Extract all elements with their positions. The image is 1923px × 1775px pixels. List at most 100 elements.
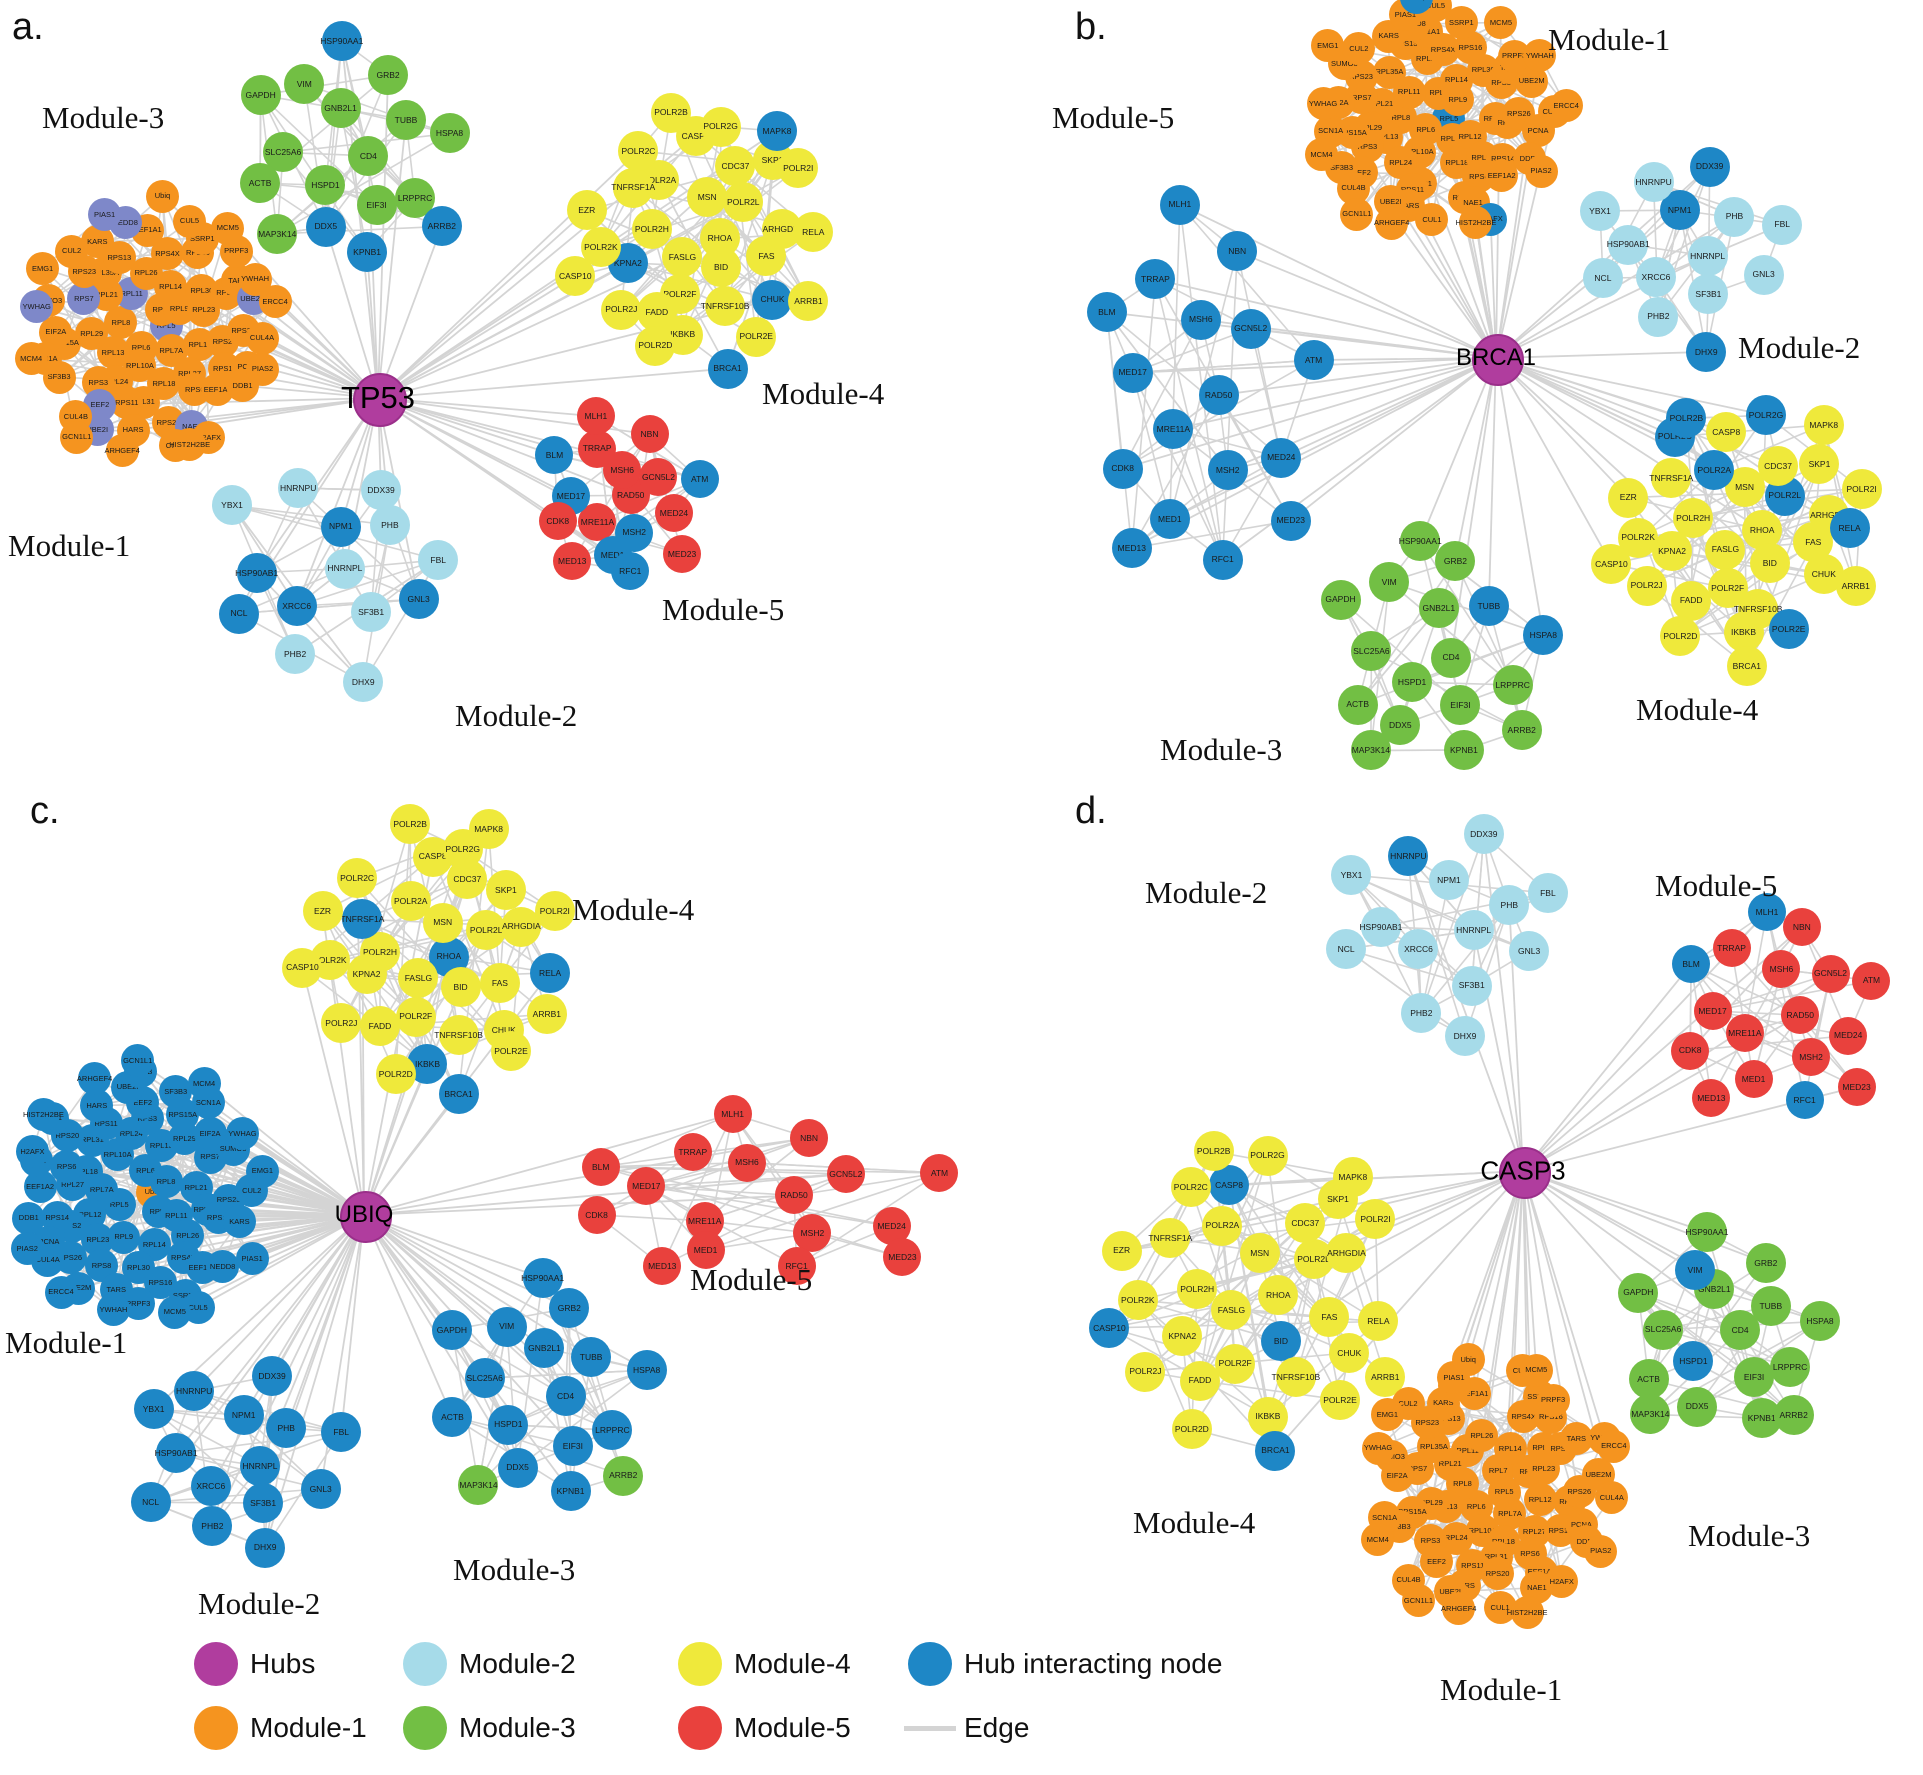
gene-node-label: PCNA [1571, 1519, 1592, 1529]
edge [1522, 963, 1692, 1172]
gene-node: BLM [1086, 292, 1127, 333]
gene-node: GRB2 [1745, 1242, 1786, 1283]
gene-node-label: FAS [758, 250, 775, 261]
gene-node-label: POLR2F [399, 1011, 433, 1022]
gene-node-label: GCN5L2 [1234, 323, 1268, 334]
gene-node-label: PIAS1 [1394, 9, 1417, 19]
gene-node: EEF2 [1420, 1545, 1454, 1579]
gene-node-label: TRRAP [1141, 274, 1170, 285]
gene-node-label: HSPA8 [435, 128, 464, 139]
gene-node-label: POLR2E [494, 1045, 528, 1056]
edge [1467, 1170, 1524, 1360]
gene-node-label: RELA [802, 227, 825, 238]
gene-node-label: TUBB [579, 1351, 603, 1362]
edge [377, 75, 389, 399]
gene-node: HNRNPL [240, 1446, 281, 1487]
gene-node-label: RPS15A [1397, 1507, 1427, 1517]
gene-node-label: HNRNPL [1456, 925, 1492, 936]
gene-node-label: NAE1 [182, 422, 202, 432]
gene-node-label: HSPD1 [311, 180, 340, 190]
gene-node: NBN [790, 1118, 829, 1157]
gene-node-label: RPS23 [1349, 71, 1373, 81]
gene-node-label: RAD50 [1786, 1010, 1814, 1021]
gene-node: SLC25A6 [1351, 630, 1392, 671]
gene-node: POLR2J [321, 1003, 362, 1044]
gene-node: RFC1 [1785, 1080, 1824, 1119]
gene-node: DDX39 [252, 1355, 293, 1396]
gene-node-label: POLR2A [1205, 1220, 1240, 1231]
gene-node-label: RPL7 [152, 305, 172, 314]
gene-node-label: RPL7A [159, 346, 184, 356]
gene-node-label: UBE2I [1379, 196, 1402, 206]
gene-node-label: SF3B1 [250, 1497, 277, 1508]
gene-node: BRCA1 [1726, 645, 1767, 686]
edge [1280, 357, 1497, 459]
gene-node-label: SLC25A6 [1644, 1324, 1682, 1335]
gene-node-label: RPL7A [1498, 1509, 1522, 1519]
gene-node-label: RPS7 [1407, 1463, 1428, 1473]
gene-node-label: ARRB1 [794, 295, 823, 306]
gene-node-label: POLR2D [1663, 630, 1698, 641]
gene-node-label: HNRNPL [242, 1460, 278, 1471]
edge [1495, 357, 1545, 635]
gene-node-label: POLR2B [654, 107, 688, 118]
edge [1730, 948, 1755, 1080]
gene-node-label: YBX1 [142, 1404, 165, 1415]
gene-node: TNFRSF1A [611, 167, 655, 208]
edge [363, 1214, 543, 1279]
gene-node-label: UBE2I [116, 1082, 139, 1092]
gene-node: ATM [1852, 961, 1891, 1000]
gene-node: MED24 [1829, 1016, 1868, 1055]
edge [153, 1408, 264, 1504]
gene-node-label: EIF3I [562, 1440, 584, 1451]
gene-node-label: POLR2B [1669, 413, 1704, 424]
gene-node-label: CASP10 [558, 271, 592, 282]
gene-node-label: FAS [1805, 537, 1822, 548]
edge [1495, 351, 1707, 359]
gene-node-label: PHB2 [201, 1520, 224, 1531]
gene-node-label: YWHAG [228, 1129, 257, 1139]
panel-letter-d: d. [1075, 790, 1107, 832]
edge [1199, 1155, 1269, 1381]
edge [1522, 1170, 1538, 1371]
gene-node: XRCC6 [190, 1466, 231, 1507]
edge [600, 1165, 940, 1174]
gene-node-label: DDB1 [18, 1213, 39, 1223]
gene-node: GRB2 [1435, 541, 1476, 582]
gene-node: CASP8 [1706, 412, 1747, 453]
gene-node-label: RPS23 [1415, 1418, 1440, 1428]
gene-node-label: SUMO3 [1330, 59, 1358, 69]
edge [285, 1214, 365, 1429]
edge [796, 1172, 940, 1267]
gene-node-label: Ubiq [1460, 1354, 1476, 1364]
gene-node-label: DDX5 [1388, 719, 1412, 730]
gene-node: EZR [302, 891, 343, 932]
gene-node: MED23 [1270, 500, 1311, 541]
gene-node-label: SF3B1 [1695, 289, 1722, 300]
gene-node-label: RPL10A [125, 361, 154, 371]
edge [175, 1431, 342, 1455]
gene-node-label: XRCC6 [1404, 944, 1433, 955]
gene-node: ARHGEF4 [1441, 1591, 1476, 1625]
gene-node-label: RPS4X [1511, 1411, 1536, 1421]
edge [1145, 1294, 1279, 1373]
gene-node: MCM4 [14, 342, 48, 376]
gene-node-label: POLR2K [1621, 532, 1655, 543]
gene-node-label: CASP8 [1712, 426, 1741, 437]
gene-node-label: HSP90AA1 [1398, 535, 1442, 546]
gene-node: FBL [321, 1412, 362, 1453]
gene-node: DDX39 [1463, 814, 1504, 855]
gene-node-label: TUBB [394, 114, 418, 125]
gene-node-label: PHB2 [1647, 311, 1670, 322]
gene-node: HIST2H2BE [1507, 1596, 1548, 1630]
gene-node-label: BID [713, 261, 729, 272]
gene-node: TUBB [571, 1336, 612, 1377]
edge [377, 397, 632, 497]
gene-node-label: POLR2J [605, 304, 638, 315]
gene-node-label: RPS3 [137, 1113, 158, 1123]
gene-node-label: CD4 [557, 1391, 575, 1402]
gene-node: FAS [479, 963, 520, 1004]
gene-node: MAP3K14 [257, 213, 298, 254]
gene-node-label: KARS [1433, 1398, 1454, 1408]
gene-node-label: MED17 [1698, 1005, 1727, 1016]
